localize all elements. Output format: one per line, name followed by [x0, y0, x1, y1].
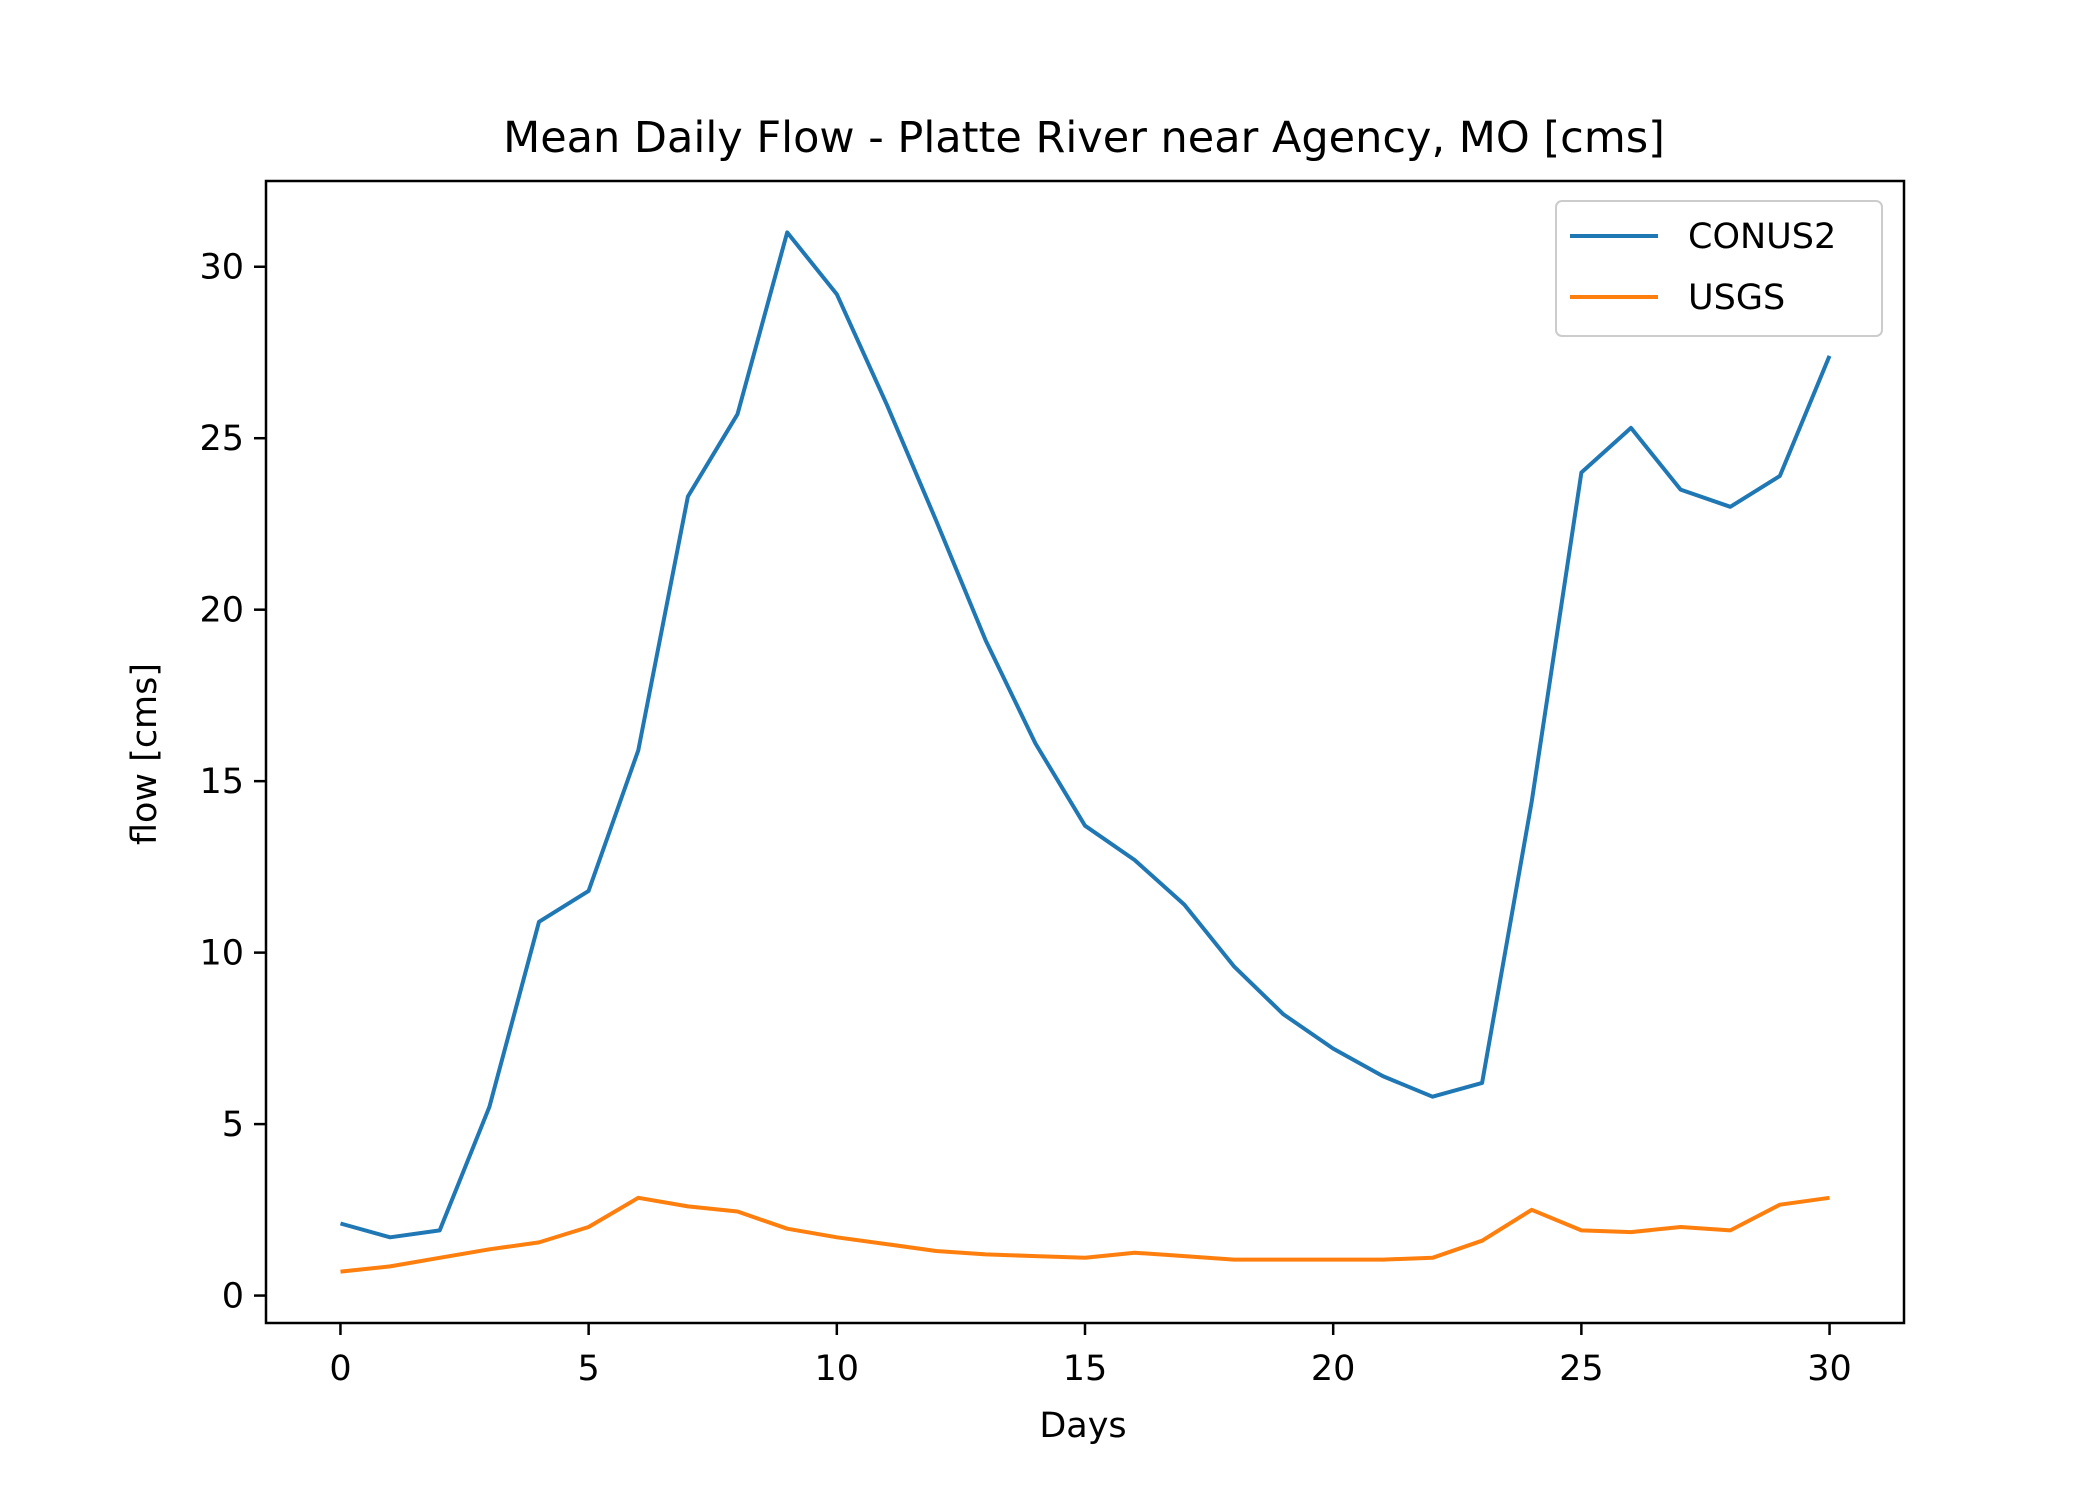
x-axis-ticks: 0 5 10 15 20 25 30: [329, 1323, 1852, 1389]
x-tick-label: 25: [1559, 1349, 1604, 1389]
y-tick-label: 15: [199, 762, 244, 802]
series-usgs: [340, 1195, 1830, 1274]
x-tick-label: 20: [1311, 1349, 1356, 1389]
x-axis-label: Days: [1039, 1406, 1126, 1446]
y-tick-label: 25: [199, 419, 244, 459]
y-tick-label: 10: [199, 934, 244, 974]
x-tick-label: 15: [1063, 1349, 1108, 1389]
x-tick-label: 5: [577, 1349, 599, 1389]
series-line-conus2: [339, 230, 1832, 1240]
y-tick-label: 5: [222, 1105, 244, 1145]
y-axis-ticks: 0 5 10 15 20 25 30: [199, 248, 266, 1317]
x-tick-label: 0: [329, 1349, 351, 1389]
x-tick-label: 30: [1807, 1349, 1852, 1389]
y-tick-label: 20: [199, 591, 244, 631]
series-conus2: [339, 230, 1832, 1240]
y-axis-label: flow [cms]: [125, 663, 165, 845]
x-tick-label: 10: [815, 1349, 860, 1389]
y-tick-label: 0: [222, 1277, 244, 1317]
legend-label-usgs: USGS: [1688, 278, 1785, 318]
chart-title: Mean Daily Flow - Platte River near Agen…: [503, 113, 1665, 163]
legend: CONUS2 USGS: [1555, 200, 1883, 337]
plot-frame: [264, 179, 1906, 1325]
y-tick-label: 30: [199, 248, 244, 288]
legend-label-conus2: CONUS2: [1688, 217, 1836, 257]
series-line-usgs: [340, 1195, 1830, 1274]
series-lines: [339, 230, 1832, 1274]
